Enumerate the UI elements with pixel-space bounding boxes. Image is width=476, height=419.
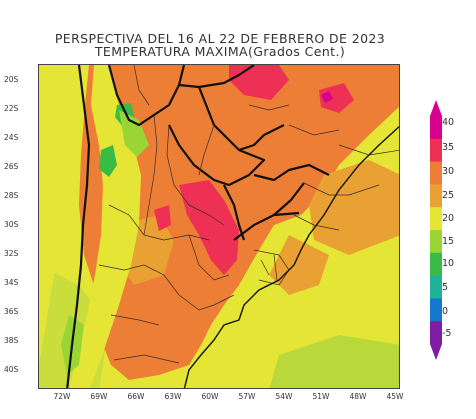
heat-spot-brazil <box>319 83 354 113</box>
longitude-label: 60W <box>201 392 219 401</box>
mild-field-northeast <box>309 160 399 255</box>
longitude-label: 51W <box>312 392 330 401</box>
scale-color-segment <box>430 298 442 322</box>
scale-color-segment <box>430 321 442 345</box>
longitude-label: 54W <box>275 392 293 401</box>
map-title: PERSPECTIVA DEL 16 AL 22 DE FEBRERO DE 2… <box>54 31 386 46</box>
scale-tick-label: 0 <box>442 306 449 317</box>
latitude-label: 30S <box>4 220 19 229</box>
scale-tick-label: 10 <box>442 258 455 269</box>
scale-color-segment <box>430 116 442 140</box>
scale-tick-label: 40 <box>442 117 455 128</box>
scale-tick-label: 30 <box>442 166 455 177</box>
scale-tick-label: -5 <box>442 328 452 339</box>
latitude-label: 40S <box>4 365 19 374</box>
scale-color-segment <box>430 138 442 163</box>
pacific-coast-field <box>39 65 84 365</box>
scale-color-segment <box>430 252 442 277</box>
heat-spot-northeast <box>229 65 289 100</box>
longitude-label: 57W <box>238 392 256 401</box>
latitude-label: 26S <box>4 162 19 171</box>
latitude-label: 34S <box>4 278 19 287</box>
cool-spot-mid <box>99 145 117 177</box>
latitude-label: 24S <box>4 133 19 142</box>
latitude-label: 38S <box>4 336 19 345</box>
scale-tick-label: 5 <box>442 282 449 293</box>
map-canvas <box>39 65 399 388</box>
heat-spot-west <box>154 205 171 231</box>
color-scale-bar <box>430 100 442 360</box>
scale-tick-label: 25 <box>442 190 455 201</box>
scale-color-segment <box>430 161 442 185</box>
longitude-label: 63W <box>164 392 182 401</box>
scale-tick-label: 15 <box>442 236 455 247</box>
cool-band-andes <box>119 110 149 157</box>
atlantic-coastline <box>183 125 399 388</box>
scale-arrow-top <box>430 100 442 116</box>
latitude-label: 28S <box>4 191 19 200</box>
map-subtitle: TEMPERATURA MAXIMA(Grados Cent.) <box>94 44 346 59</box>
mild-field-east <box>269 235 329 295</box>
scale-color-segment <box>430 207 442 231</box>
latitude-label: 22S <box>4 104 19 113</box>
longitude-label: 48W <box>349 392 367 401</box>
heat-spot-small <box>321 91 333 103</box>
longitude-label: 45W <box>386 392 404 401</box>
latitude-label: 32S <box>4 249 19 258</box>
scale-color-segment <box>430 230 442 254</box>
scale-tick-label: 35 <box>442 142 455 153</box>
scale-color-segment <box>430 184 442 208</box>
atlantic-field <box>249 280 399 365</box>
scale-arrow-bottom <box>430 344 442 360</box>
longitude-label: 69W <box>90 392 108 401</box>
scale-color-segment <box>430 275 442 299</box>
latitude-label: 20S <box>4 75 19 84</box>
andes-cool-strip <box>69 65 141 388</box>
temperature-map <box>38 64 400 389</box>
longitude-label: 66W <box>127 392 145 401</box>
national-borders <box>66 65 330 388</box>
heat-spot-central <box>179 180 239 275</box>
latitude-label: 36S <box>4 307 19 316</box>
longitude-label: 72W <box>53 392 71 401</box>
scale-tick-label: 20 <box>442 213 455 224</box>
cool-field-southeast <box>269 335 399 388</box>
